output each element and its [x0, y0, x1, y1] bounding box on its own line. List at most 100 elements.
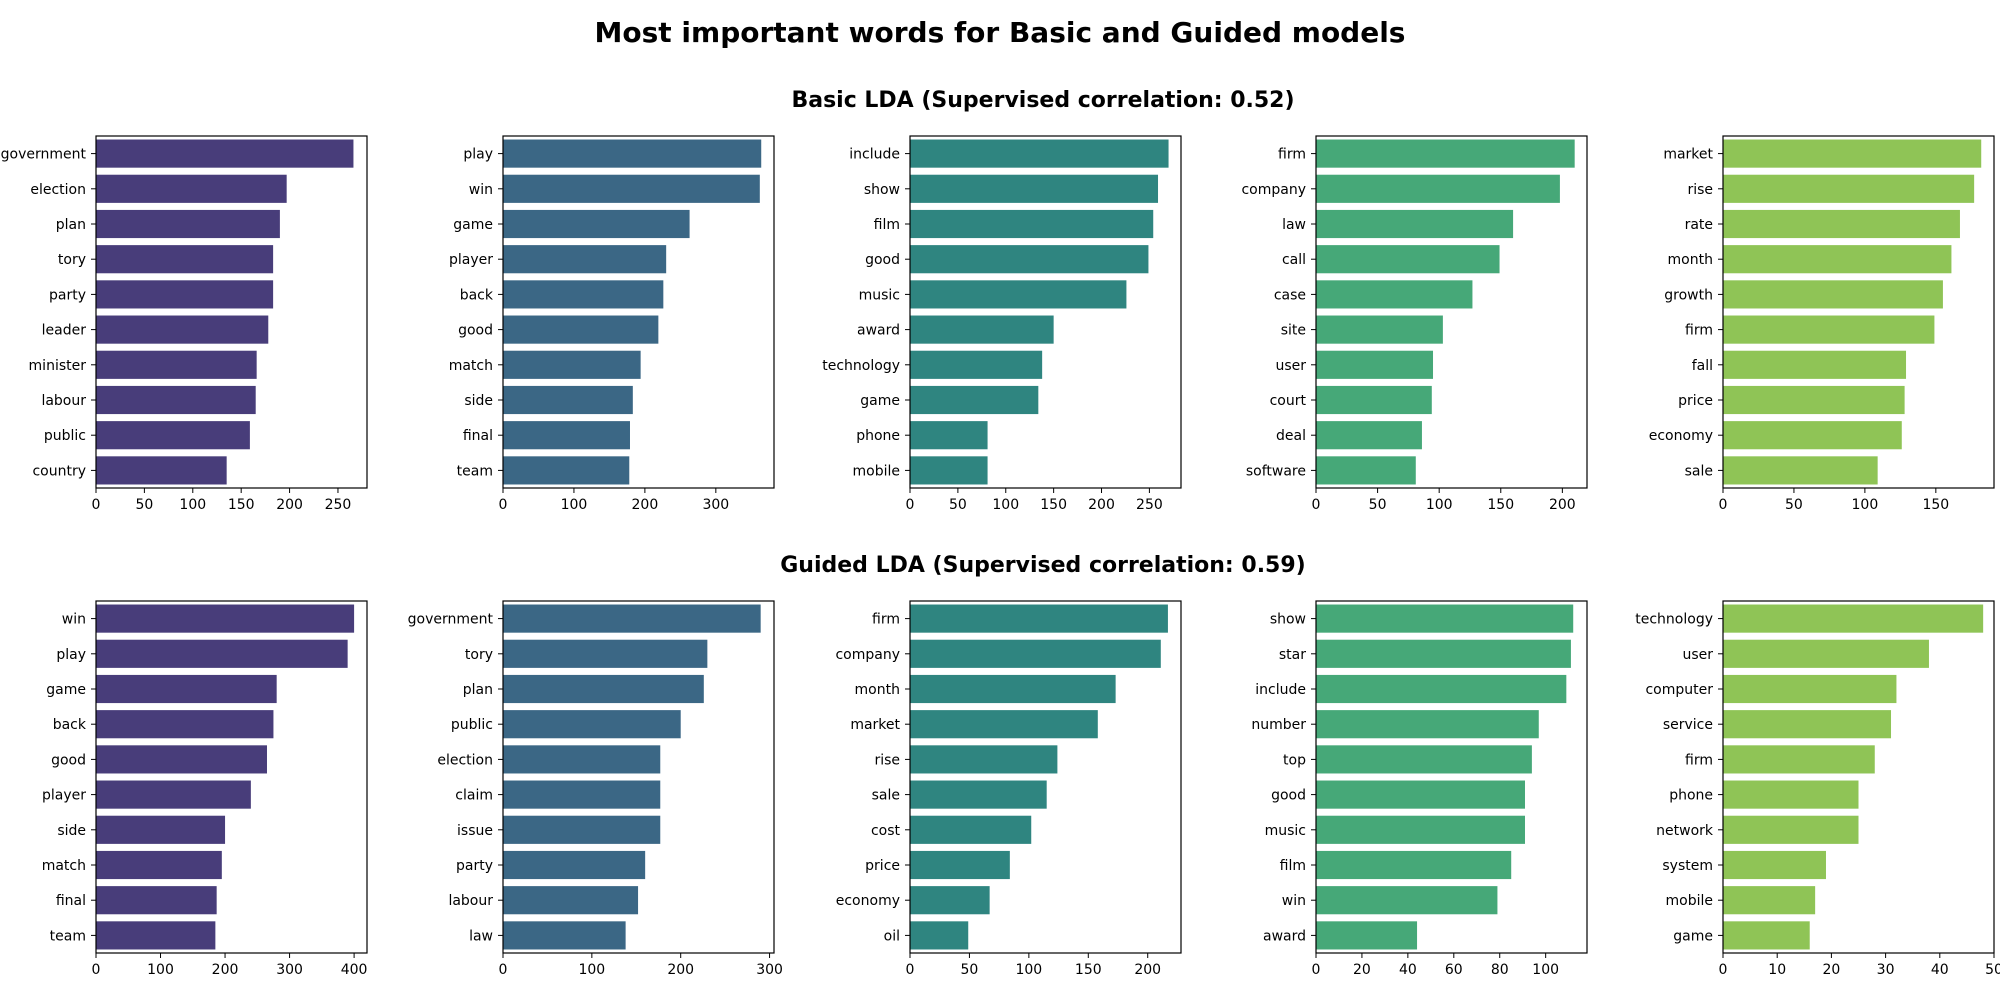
- bar-public: [503, 710, 681, 739]
- category-label: leader: [42, 323, 87, 339]
- bar-government: [503, 604, 761, 633]
- bar-deal: [1316, 421, 1422, 450]
- bar-party: [96, 280, 274, 309]
- x-tick-label: 200: [212, 962, 239, 978]
- category-label: site: [1281, 323, 1306, 339]
- panel-0-3: firm company law call case site user court deal s…: [1241, 135, 1588, 513]
- category-label: growth: [1664, 287, 1713, 303]
- category-label: award: [1263, 928, 1306, 944]
- category-label: sale: [1685, 463, 1713, 479]
- bar-award: [1316, 921, 1418, 950]
- bar-match: [96, 850, 222, 880]
- x-tick-label: 150: [1040, 497, 1067, 513]
- bar-award: [910, 315, 1054, 344]
- bar-match: [503, 350, 641, 379]
- panel-1-1: government tory plan public election claim iss…: [408, 600, 783, 978]
- category-label: claim: [455, 788, 493, 804]
- category-label: plan: [463, 682, 493, 698]
- bar-game: [503, 209, 690, 239]
- category-label: price: [865, 858, 900, 874]
- bar-win: [96, 604, 355, 633]
- category-label: music: [859, 287, 900, 303]
- x-tick-label: 150: [1487, 497, 1514, 513]
- category-label: game: [1673, 928, 1713, 944]
- bar-user: [1316, 350, 1434, 379]
- x-tick-label: 80: [1491, 962, 1509, 978]
- bar-win: [503, 174, 760, 203]
- category-label: company: [835, 647, 900, 663]
- x-tick-label: 50: [1985, 962, 2000, 978]
- category-label: game: [453, 217, 493, 233]
- x-tick-label: 250: [325, 497, 352, 513]
- x-tick-label: 50: [1369, 497, 1387, 513]
- category-label: rise: [874, 752, 900, 768]
- x-tick-label: 50: [1785, 497, 1803, 513]
- panel-1-2: firm company month market rise sale cost price e…: [835, 600, 1182, 978]
- bar-plan: [96, 209, 280, 239]
- x-tick-label: 0: [1312, 962, 1321, 978]
- bar-election: [503, 745, 661, 774]
- category-label: top: [1283, 752, 1306, 768]
- category-label: play: [463, 147, 493, 163]
- x-tick-label: 0: [92, 962, 101, 978]
- bar-growth: [1723, 280, 1943, 309]
- category-label: country: [32, 463, 86, 479]
- category-label: cost: [871, 823, 901, 839]
- bar-system: [1723, 850, 1826, 880]
- x-tick-label: 300: [276, 962, 303, 978]
- category-label: firm: [1685, 323, 1713, 339]
- bar-plan: [503, 674, 704, 704]
- category-label: side: [57, 823, 86, 839]
- bar-tory: [503, 639, 708, 668]
- bar-election: [96, 174, 287, 203]
- bar-price: [910, 850, 1010, 880]
- bar-law: [1316, 209, 1514, 239]
- bar-good: [910, 245, 1149, 274]
- x-tick-label: 50: [949, 497, 967, 513]
- x-tick-label: 0: [499, 962, 508, 978]
- panel-1-0: win play game back good player side match final t…: [42, 600, 368, 978]
- bar-good: [1316, 780, 1525, 809]
- x-tick-label: 0: [92, 497, 101, 513]
- category-label: market: [1663, 147, 1713, 163]
- bar-good: [503, 315, 659, 344]
- bar-player: [96, 780, 251, 809]
- bar-team: [96, 921, 216, 950]
- category-label: public: [451, 717, 493, 733]
- category-label: back: [53, 717, 87, 733]
- x-tick-label: 100: [561, 497, 588, 513]
- category-label: phone: [856, 428, 900, 444]
- category-label: court: [1270, 393, 1307, 409]
- x-tick-label: 0: [1719, 962, 1728, 978]
- bar-show: [910, 174, 1159, 203]
- bar-month: [910, 674, 1116, 704]
- axes-frame: [1315, 135, 1588, 489]
- category-label: party: [49, 287, 86, 303]
- x-tick-label: 150: [1922, 497, 1949, 513]
- category-label: tory: [465, 647, 493, 663]
- bar-government: [96, 139, 354, 168]
- x-tick-label: 200: [1549, 497, 1576, 513]
- category-label: side: [464, 393, 493, 409]
- x-tick-label: 200: [667, 962, 694, 978]
- category-label: government: [408, 612, 494, 628]
- category-label: music: [1265, 823, 1306, 839]
- category-label: firm: [872, 612, 900, 628]
- category-label: computer: [1645, 682, 1713, 698]
- category-label: deal: [1276, 428, 1306, 444]
- bar-film: [1316, 850, 1512, 880]
- bar-tory: [96, 245, 274, 274]
- x-tick-label: 50: [135, 497, 153, 513]
- x-tick-label: 0: [1719, 497, 1728, 513]
- bar-law: [503, 921, 626, 950]
- category-label: oil: [884, 928, 900, 944]
- category-label: include: [1255, 682, 1306, 698]
- row-title-basic-lda: Basic LDA (Supervised correlation: 0.52): [791, 88, 1294, 113]
- category-label: economy: [1649, 428, 1713, 444]
- category-label: back: [460, 287, 494, 303]
- category-label: win: [469, 182, 493, 198]
- x-tick-label: 30: [1877, 962, 1895, 978]
- category-label: market: [850, 717, 900, 733]
- category-label: win: [1282, 893, 1306, 909]
- x-tick-label: 300: [702, 497, 729, 513]
